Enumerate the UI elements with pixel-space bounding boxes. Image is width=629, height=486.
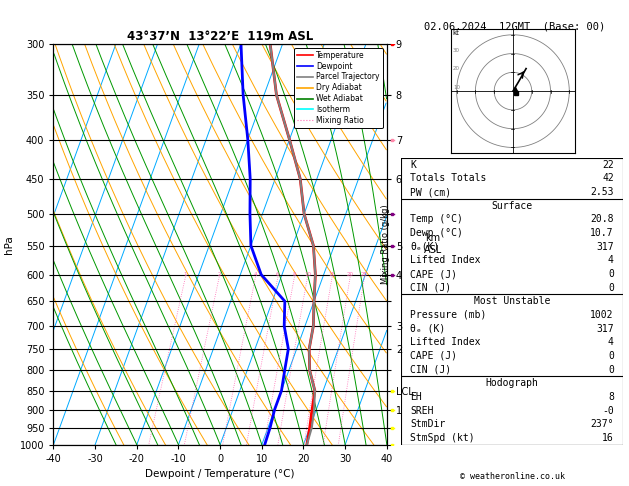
Title: 43°37’N  13°22’E  119m ASL: 43°37’N 13°22’E 119m ASL: [127, 30, 313, 43]
Text: EH: EH: [410, 392, 422, 402]
Text: 20.8: 20.8: [591, 214, 614, 225]
Text: StmSpd (kt): StmSpd (kt): [410, 433, 475, 443]
X-axis label: Dewpoint / Temperature (°C): Dewpoint / Temperature (°C): [145, 469, 295, 479]
Text: 16: 16: [602, 433, 614, 443]
Text: Mixing Ratio (g/kg): Mixing Ratio (g/kg): [381, 205, 390, 284]
Text: SREH: SREH: [410, 405, 433, 416]
Text: Lifted Index: Lifted Index: [410, 337, 481, 347]
Text: 20: 20: [453, 67, 460, 71]
Text: CIN (J): CIN (J): [410, 364, 451, 375]
Text: 8: 8: [292, 272, 296, 278]
Y-axis label: km
ASL: km ASL: [424, 233, 442, 255]
Text: Most Unstable: Most Unstable: [474, 296, 550, 306]
Text: 10.7: 10.7: [591, 228, 614, 238]
Text: 317: 317: [596, 324, 614, 333]
Text: kt: kt: [453, 30, 460, 36]
Text: 4: 4: [608, 337, 614, 347]
Text: 237°: 237°: [591, 419, 614, 429]
Y-axis label: hPa: hPa: [4, 235, 14, 254]
Text: 2.53: 2.53: [591, 187, 614, 197]
Text: 4: 4: [608, 255, 614, 265]
Text: 8: 8: [608, 392, 614, 402]
Text: 2: 2: [218, 272, 221, 278]
Text: Dewp (°C): Dewp (°C): [410, 228, 463, 238]
Text: 6: 6: [276, 272, 279, 278]
Text: StmDir: StmDir: [410, 419, 445, 429]
Text: 02.06.2024  12GMT  (Base: 00): 02.06.2024 12GMT (Base: 00): [424, 22, 605, 32]
Text: 1002: 1002: [591, 310, 614, 320]
Text: CAPE (J): CAPE (J): [410, 351, 457, 361]
Text: 10: 10: [453, 85, 460, 90]
Text: Lifted Index: Lifted Index: [410, 255, 481, 265]
Text: 0: 0: [608, 351, 614, 361]
Text: Hodograph: Hodograph: [486, 378, 538, 388]
Text: 4: 4: [253, 272, 257, 278]
Text: Temp (°C): Temp (°C): [410, 214, 463, 225]
Legend: Temperature, Dewpoint, Parcel Trajectory, Dry Adiabat, Wet Adiabat, Isotherm, Mi: Temperature, Dewpoint, Parcel Trajectory…: [294, 48, 383, 128]
Text: K: K: [410, 160, 416, 170]
Text: 22: 22: [602, 160, 614, 170]
Text: CIN (J): CIN (J): [410, 283, 451, 293]
Text: 1: 1: [184, 272, 187, 278]
Text: θₑ(K): θₑ(K): [410, 242, 440, 252]
Text: Surface: Surface: [491, 201, 533, 211]
Text: -0: -0: [602, 405, 614, 416]
Text: 25: 25: [361, 272, 368, 278]
Text: 30: 30: [453, 48, 460, 52]
Text: 0: 0: [608, 364, 614, 375]
Text: 0: 0: [608, 283, 614, 293]
Text: 20: 20: [347, 272, 353, 278]
Text: θₑ (K): θₑ (K): [410, 324, 445, 333]
Text: 10: 10: [304, 272, 311, 278]
Text: CAPE (J): CAPE (J): [410, 269, 457, 279]
Text: PW (cm): PW (cm): [410, 187, 451, 197]
Text: Pressure (mb): Pressure (mb): [410, 310, 487, 320]
Text: 15: 15: [328, 272, 335, 278]
Text: 0: 0: [608, 269, 614, 279]
Text: 42: 42: [602, 174, 614, 183]
Text: Totals Totals: Totals Totals: [410, 174, 487, 183]
Text: © weatheronline.co.uk: © weatheronline.co.uk: [460, 472, 564, 481]
Text: 317: 317: [596, 242, 614, 252]
